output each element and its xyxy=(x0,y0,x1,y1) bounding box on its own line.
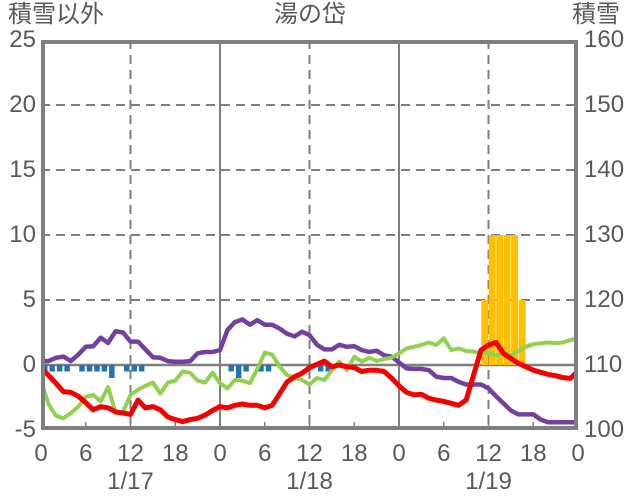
x-axis-tick-label: 0 xyxy=(34,440,48,467)
orange-bars xyxy=(496,235,504,365)
chart-title: 湯の岱 xyxy=(274,1,346,28)
x-axis-tick-label: 6 xyxy=(437,440,451,467)
blue-bars xyxy=(265,365,272,372)
orange-bars xyxy=(481,300,489,365)
x-axis-tick-label: 18 xyxy=(161,440,189,467)
blue-bars xyxy=(124,365,130,372)
y-axis-right-tick-label: 100 xyxy=(584,416,625,443)
x-axis-tick-label: 0 xyxy=(392,440,406,467)
y-axis-left-tick-label: 25 xyxy=(9,26,36,53)
blue-bars xyxy=(49,365,55,372)
x-axis-tick-label: 12 xyxy=(117,440,144,467)
green-line xyxy=(41,336,578,421)
blue-bars xyxy=(317,365,324,372)
blue-bars xyxy=(94,365,100,372)
orange-bars xyxy=(488,235,496,365)
x-axis-day-label: 1/19 xyxy=(465,468,512,495)
chart-canvas xyxy=(41,40,578,430)
y-axis-left-tick-label: 15 xyxy=(9,156,36,183)
y-axis-left-tick-label: 10 xyxy=(9,221,36,248)
blue-bars xyxy=(235,365,242,378)
x-axis-day-label: 1/18 xyxy=(286,468,333,495)
y-axis-left-tick-label: 5 xyxy=(22,286,36,313)
x-axis-tick-label: 18 xyxy=(519,440,547,467)
blue-bars xyxy=(86,365,93,372)
x-axis-tick-label: 0 xyxy=(571,440,585,467)
blue-bars xyxy=(79,365,85,372)
x-axis-tick-label: 12 xyxy=(296,440,323,467)
blue-bars xyxy=(243,365,249,372)
blue-bars xyxy=(56,365,63,372)
y-axis-left-tick-label: 0 xyxy=(22,351,36,378)
blue-bars xyxy=(258,365,264,372)
blue-bars xyxy=(64,365,70,372)
y-axis-left-tick-label: 20 xyxy=(9,91,36,118)
y-axis-right-tick-label: 110 xyxy=(584,351,623,378)
x-axis-tick-label: 0 xyxy=(213,440,227,467)
orange-bars xyxy=(511,235,519,365)
red-line xyxy=(41,339,578,425)
orange-bars xyxy=(503,235,511,365)
blue-bars xyxy=(131,365,137,372)
purple-line xyxy=(41,317,578,425)
y-axis-right-tick-label: 160 xyxy=(584,26,625,53)
y-axis-left-tick-label: -5 xyxy=(14,416,36,443)
blue-bars xyxy=(101,365,108,372)
blue-bars xyxy=(138,365,145,372)
left-axis-title: 積雪以外 xyxy=(8,1,104,28)
orange-bars xyxy=(518,300,526,365)
y-axis-right-tick-label: 120 xyxy=(584,286,625,313)
blue-bars xyxy=(109,365,115,378)
x-axis-tick-label: 6 xyxy=(258,440,272,467)
blue-bars xyxy=(325,365,331,372)
y-axis-right-tick-label: 150 xyxy=(584,91,625,118)
y-axis-right-tick-label: 130 xyxy=(584,221,625,248)
blue-bars xyxy=(228,365,234,372)
x-axis-tick-label: 18 xyxy=(340,440,368,467)
x-axis-tick-label: 6 xyxy=(79,440,93,467)
right-axis-title: 積雪 xyxy=(572,1,620,28)
x-axis-day-label: 1/17 xyxy=(107,468,154,495)
plot-border xyxy=(41,40,578,430)
x-axis-tick-label: 12 xyxy=(475,440,502,467)
y-axis-right-tick-label: 140 xyxy=(584,156,625,183)
